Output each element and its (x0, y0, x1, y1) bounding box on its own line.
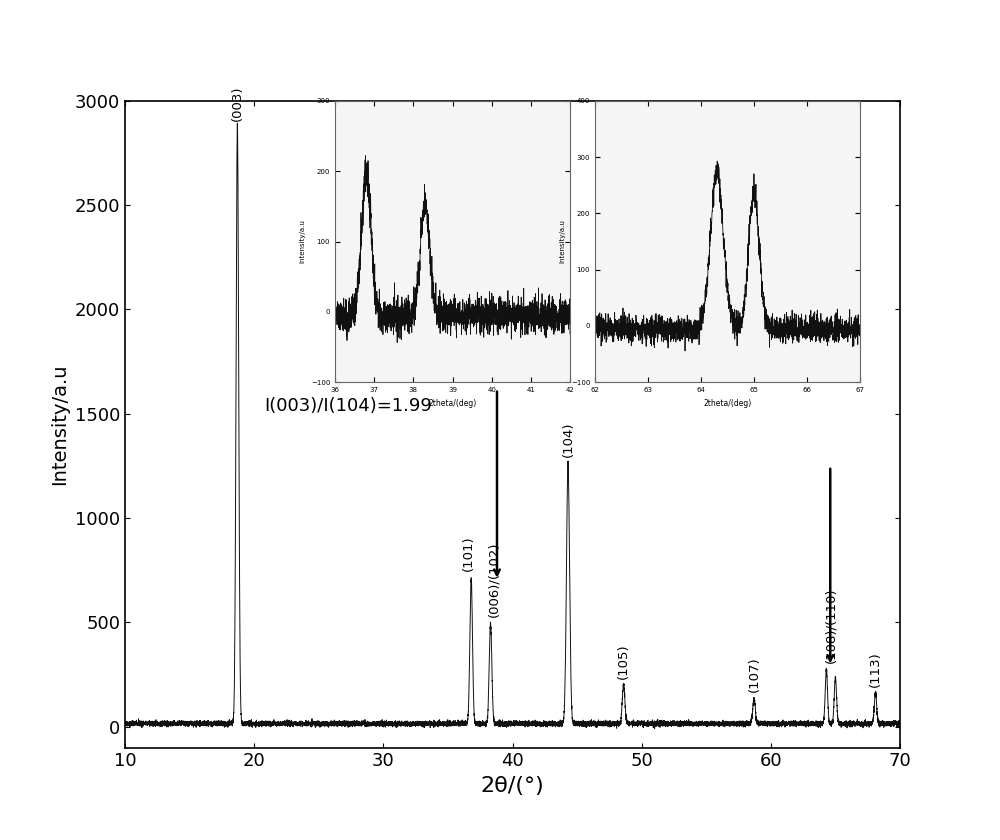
Text: (113): (113) (869, 651, 882, 687)
Y-axis label: Intensity/a.u: Intensity/a.u (299, 219, 305, 264)
Text: (107): (107) (748, 657, 761, 692)
X-axis label: 2theta/(deg): 2theta/(deg) (428, 399, 477, 407)
Text: (108)/(110): (108)/(110) (824, 587, 837, 663)
Text: (003): (003) (231, 85, 244, 121)
Y-axis label: Intensity/a.u: Intensity/a.u (50, 364, 69, 485)
X-axis label: 2θ/(°): 2θ/(°) (481, 776, 544, 796)
Text: (101): (101) (461, 536, 474, 571)
Text: (104): (104) (562, 421, 575, 457)
Text: (105): (105) (617, 643, 630, 679)
Text: (006)/(102): (006)/(102) (487, 542, 500, 617)
Y-axis label: Intensity/a.u: Intensity/a.u (559, 219, 565, 264)
X-axis label: 2theta/(deg): 2theta/(deg) (703, 399, 752, 407)
Text: I(003)/I(104)=1.99: I(003)/I(104)=1.99 (264, 397, 432, 415)
